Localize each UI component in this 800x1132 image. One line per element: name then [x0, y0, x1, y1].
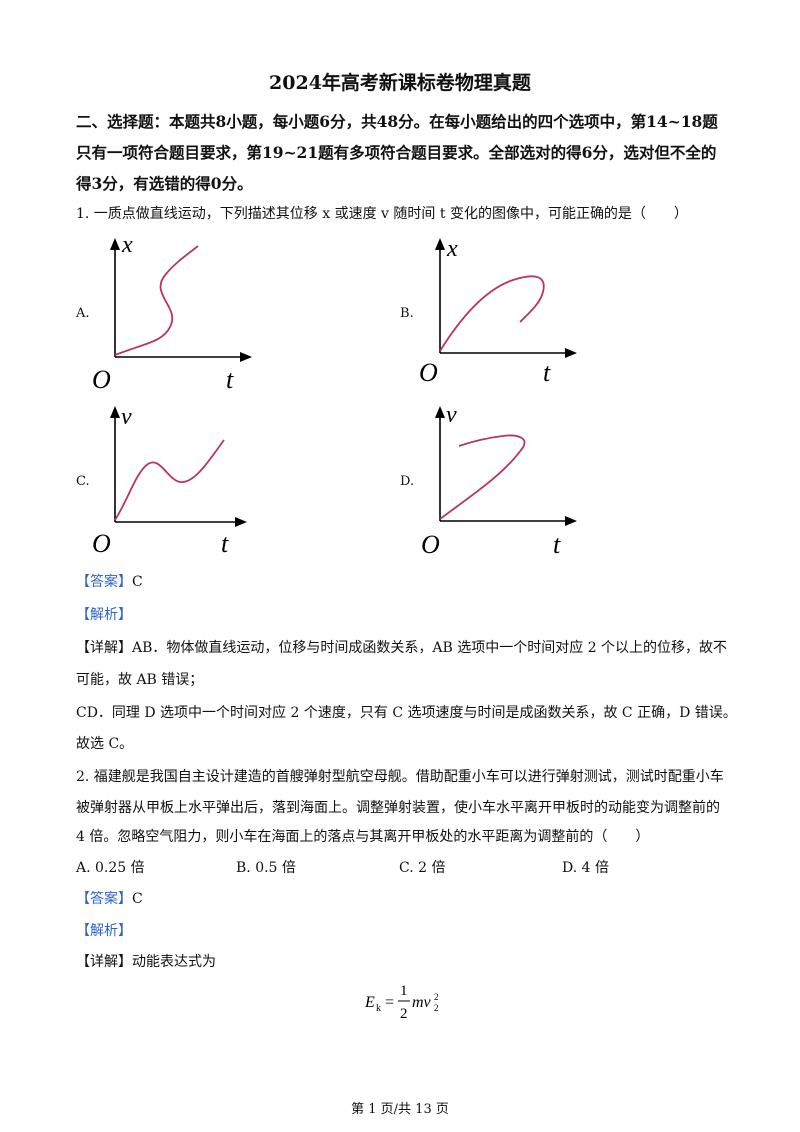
curve-b	[439, 275, 545, 352]
y-axis-label: x	[446, 236, 458, 262]
question-1-stem: 1. 一质点做直线运动，下列描述其位移 x 或速度 v 随时间 t 变化的图像中…	[76, 206, 688, 222]
option-d-label: D.	[400, 474, 415, 489]
curve-c	[114, 439, 225, 521]
formula-num: 1	[400, 983, 408, 999]
q2-stem-line-3: 4 倍。忽略空气阻力，则小车在海面上的落点与其离开甲板处的水平距离为调整前的（ …	[76, 829, 650, 845]
option-c-label: C.	[76, 474, 90, 489]
graph-b: x O t	[413, 232, 593, 397]
formula-lhs: E	[364, 994, 375, 1011]
curve-a	[114, 245, 199, 356]
q1-detail-line-2: 可能，故 AB 错误；	[76, 672, 204, 688]
answer-value: C	[132, 574, 143, 590]
origin-label: O	[421, 530, 440, 559]
answer-value: C	[132, 891, 143, 907]
section-heading: 二、选择题：本题共8小题，每小题6分，共48分。在每小题给出的四个选项中，第14…	[76, 112, 718, 193]
q2-option-d: D. 4 倍	[562, 860, 609, 876]
graph-a: x O t	[88, 232, 268, 397]
answer-tag: 【答案】	[76, 574, 132, 590]
formula-lhs-sub: k	[376, 1003, 381, 1014]
q1-detail-line-4: 故选 C。	[76, 736, 134, 752]
detail-tag: 【详解】	[76, 640, 132, 656]
q2-stem-line-1: 2. 福建舰是我国自主设计建造的首艘弹射型航空母舰。借助配重小车可以进行弹射测试…	[76, 769, 724, 785]
graph-d: v O t	[413, 400, 593, 565]
detail-tag: 【详解】	[76, 954, 132, 970]
q2-option-b: B. 0.5 倍	[236, 860, 296, 876]
curve-d	[439, 434, 526, 520]
formula-sup: 2	[434, 992, 439, 1002]
option-b-label: B.	[400, 306, 414, 321]
origin-label: O	[419, 358, 438, 387]
detail-text: AB．物体做直线运动，位移与时间成函数关系，AB 选项中一个时间对应 2 个以上…	[132, 640, 728, 656]
analysis-tag: 【解析】	[76, 923, 132, 939]
graph-c: v O t	[88, 400, 268, 565]
y-axis-label: v	[121, 404, 132, 430]
page-title: 2024年高考新课标卷物理真题	[269, 72, 531, 94]
formula-eq: =	[385, 994, 394, 1011]
q1-detail-line-3: CD．同理 D 选项中一个时间对应 2 个速度，只有 C 选项速度与时间是成函数…	[76, 705, 737, 721]
kinetic-energy-formula: E k = 1 2 mv 2 2	[363, 980, 453, 1024]
q1-answer: 【答案】C	[76, 571, 736, 591]
q2-stem-line-2: 被弹射器从甲板上水平弹出后，落到海面上。调整弹射装置，使小车水平离开甲板时的动能…	[76, 800, 720, 816]
analysis-tag: 【解析】	[76, 607, 132, 623]
detail-text: 动能表达式为	[132, 954, 216, 970]
x-axis-label: t	[543, 358, 551, 387]
q2-option-c: C. 2 倍	[399, 860, 446, 876]
y-axis-label: x	[121, 232, 133, 258]
q2-detail: 【详解】动能表达式为	[76, 951, 736, 971]
x-axis-label: t	[221, 529, 229, 558]
origin-label: O	[92, 365, 111, 394]
y-axis-label: v	[446, 402, 457, 428]
q2-analysis-tag: 【解析】	[76, 920, 736, 940]
q2-answer: 【答案】C	[76, 888, 736, 908]
formula-rhs: mv	[412, 994, 432, 1011]
q1-detail-line-1: 【详解】AB．物体做直线运动，位移与时间成函数关系，AB 选项中一个时间对应 2…	[76, 637, 736, 657]
x-axis-label: t	[226, 365, 234, 394]
option-a-label: A.	[76, 306, 90, 321]
x-axis-label: t	[553, 530, 561, 559]
page-footer: 第 1 页/共 13 页	[351, 1102, 449, 1117]
q2-option-a: A. 0.25 倍	[76, 860, 145, 876]
formula-sub: 2	[434, 1003, 439, 1013]
origin-label: O	[92, 529, 111, 558]
q1-analysis-tag: 【解析】	[76, 604, 736, 624]
answer-tag: 【答案】	[76, 891, 132, 907]
formula-den: 2	[400, 1006, 408, 1022]
